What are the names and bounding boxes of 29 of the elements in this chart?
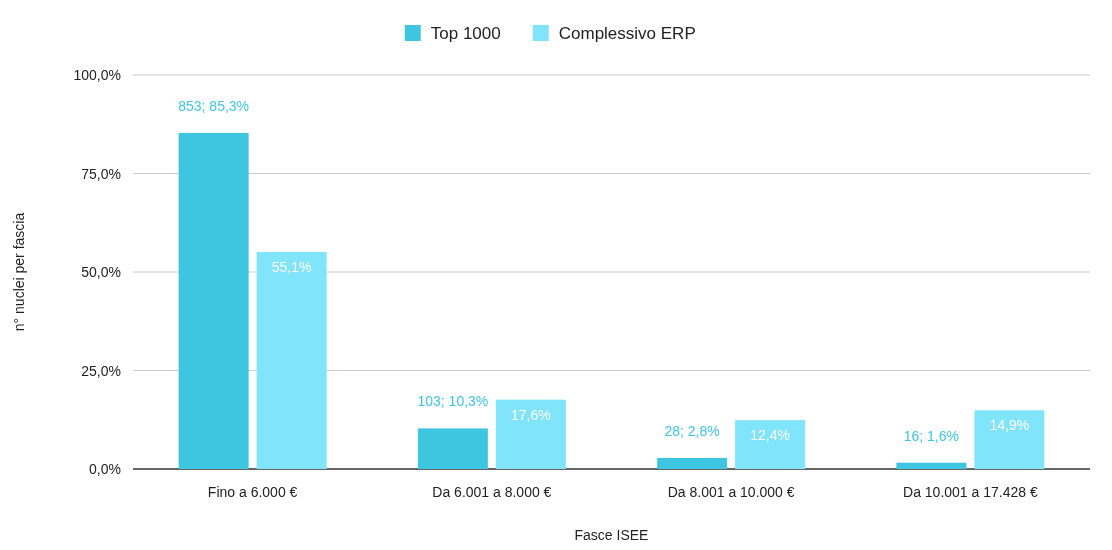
y-tick-label: 25,0% bbox=[81, 362, 121, 379]
y-tick-label: 75,0% bbox=[81, 165, 121, 182]
bar bbox=[735, 420, 806, 469]
bar bbox=[896, 462, 967, 469]
data-label: 853; 85,3% bbox=[178, 97, 250, 114]
bar bbox=[417, 428, 488, 469]
data-label: 103; 10,3% bbox=[417, 393, 489, 410]
bar bbox=[974, 410, 1045, 469]
bar bbox=[495, 399, 566, 469]
data-label: 12,4% bbox=[750, 427, 790, 444]
x-tick-label: Da 6.001 a 8.000 € bbox=[432, 484, 552, 500]
data-label: 16; 1,6% bbox=[903, 427, 960, 444]
x-tick-label: Da 10.001 a 17.428 € bbox=[903, 484, 1038, 500]
y-tick-label: 0,0% bbox=[89, 461, 121, 477]
bar bbox=[657, 457, 728, 469]
data-label: 14,9% bbox=[989, 417, 1030, 434]
y-tick-label: 50,0% bbox=[81, 264, 121, 280]
data-label: 28; 2,8% bbox=[664, 422, 720, 439]
x-tick-label: Da 8.001 a 10.000 € bbox=[667, 484, 795, 500]
y-axis-title: n° nuclei per fascia bbox=[11, 212, 27, 332]
bar bbox=[256, 251, 327, 469]
data-label: 55,1% bbox=[271, 258, 312, 275]
bar bbox=[178, 132, 249, 469]
legend-label: Top 1000 bbox=[430, 24, 501, 43]
x-tick-label: Fino a 6.000 € bbox=[207, 484, 298, 500]
x-axis-title: Fasce ISEE bbox=[574, 527, 649, 543]
data-label: 17,6% bbox=[511, 406, 551, 423]
legend-label: Complessivo ERP bbox=[558, 24, 696, 43]
y-tick-label: 100,0% bbox=[73, 67, 121, 83]
